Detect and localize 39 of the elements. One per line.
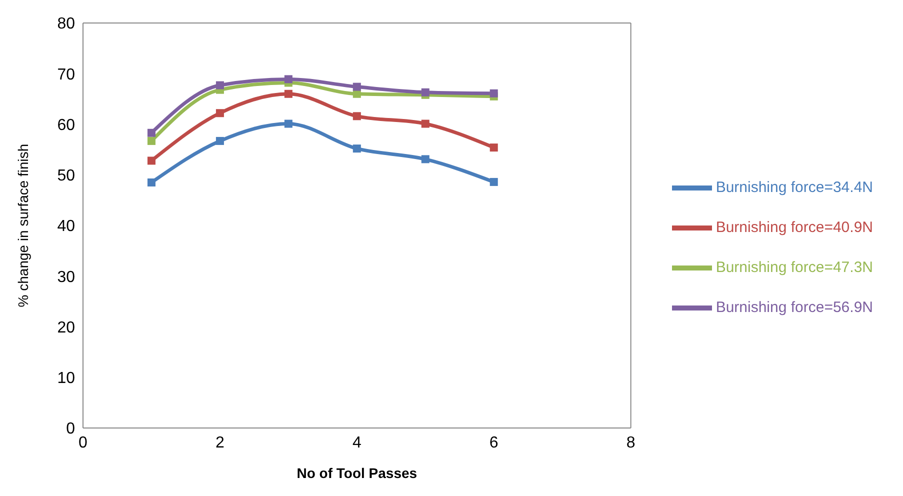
x-tick-label: 0 [78, 434, 88, 452]
point [147, 178, 156, 186]
y-tick-label: 70 [57, 66, 76, 84]
x-tick-label: 4 [352, 434, 362, 452]
point [490, 89, 498, 98]
point [216, 136, 224, 145]
point [284, 120, 292, 128]
x-tick-label: 2 [216, 434, 224, 452]
point [147, 156, 156, 165]
x-tick-label: 6 [489, 434, 498, 452]
y-tick-label: 10 [57, 370, 76, 388]
point [421, 155, 430, 164]
legend-label: Burnishing force=47.3N [716, 258, 873, 276]
y-tick-label: 60 [57, 116, 76, 134]
point [216, 81, 224, 90]
x-axis-title: No of Tool Passes [296, 465, 418, 481]
point [284, 75, 292, 84]
point [421, 120, 430, 128]
x-tick-label: 8 [626, 434, 636, 452]
legend-label: Burnishing force=34.4N [716, 178, 873, 196]
point [352, 112, 361, 120]
point [490, 144, 498, 152]
point [352, 82, 361, 91]
legend-label: Burnishing force=40.9N [716, 218, 873, 236]
point [490, 178, 498, 186]
y-tick-label: 30 [57, 268, 76, 286]
point [147, 136, 156, 145]
y-tick-label: 80 [57, 16, 76, 33]
y-tick-label: 50 [57, 168, 76, 185]
y-tick-label: 20 [57, 319, 76, 336]
point [216, 109, 224, 118]
point [147, 128, 156, 137]
y-axis-title: % change in surface finish [14, 144, 31, 308]
y-tick-label: 0 [66, 420, 76, 438]
point [421, 88, 430, 96]
legend-label: Burnishing force=56.9N [716, 298, 873, 316]
point [284, 90, 292, 98]
y-tick-label: 40 [57, 218, 76, 236]
point [352, 144, 361, 153]
